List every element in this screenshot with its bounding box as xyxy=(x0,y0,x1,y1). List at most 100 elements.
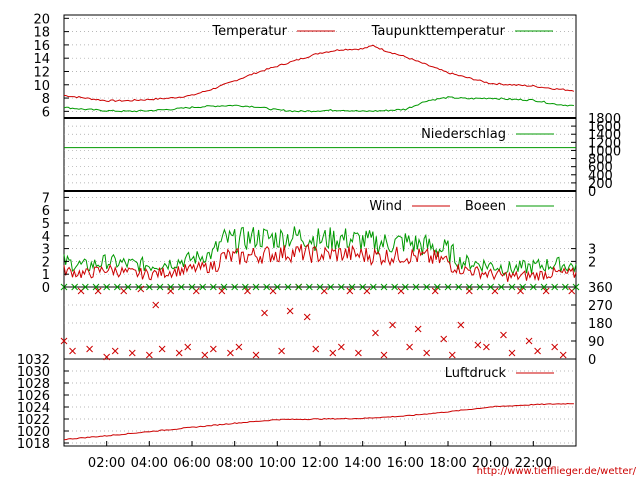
pressure-y-tick-label: 1030 xyxy=(17,365,50,380)
series-point-1-wind-direction xyxy=(103,283,111,291)
series-point-0-wind-direction xyxy=(414,325,422,333)
series-point-0-wind-direction xyxy=(380,351,388,359)
source-url: http://www.tiefflieger.de/wetter/ xyxy=(477,466,637,477)
series-point-0-wind-direction xyxy=(389,321,396,329)
x-tick-label: 06:00 xyxy=(173,456,210,471)
x-tick-label: 08:00 xyxy=(216,456,253,471)
series-point-0-wind-direction xyxy=(483,343,490,351)
wind-y-tick-label: 0 xyxy=(42,281,50,296)
series-point-0-wind-direction xyxy=(312,345,320,353)
series-point-1-wind-direction xyxy=(359,283,367,291)
pressure-y-tick-label: 1026 xyxy=(17,389,50,404)
chart-frames xyxy=(63,14,577,447)
series-point-0-wind-direction xyxy=(209,345,217,353)
series-point-0-wind-direction xyxy=(500,331,507,339)
series-point-1-wind-direction xyxy=(231,283,239,291)
series-point-1-wind-direction xyxy=(177,283,185,291)
series-point-1-wind-direction xyxy=(295,283,303,291)
series-point-0-wind-direction xyxy=(184,343,192,351)
series-point-0-wind-direction xyxy=(517,287,524,295)
chart-series xyxy=(60,44,580,441)
series-point-1-wind-direction xyxy=(156,283,164,291)
precipitation-y2-tick-label: 1800 xyxy=(588,112,621,127)
series-point-1-wind-direction xyxy=(529,283,537,291)
temperature-y-tick-label: 18 xyxy=(33,26,50,41)
series-point-1-wind-direction xyxy=(316,283,324,291)
series-point-0-wind-direction xyxy=(261,309,268,317)
series-point-0-wind-direction xyxy=(440,335,448,343)
wind-y-tick-label: 1 xyxy=(42,268,50,283)
series-point-1-wind-direction xyxy=(167,283,175,291)
wind_direction-y2-tick-label: 0 xyxy=(588,353,596,368)
series-point-1-wind-direction xyxy=(252,283,260,291)
wind-y-tick-label: 4 xyxy=(42,230,50,245)
series-line-1-wind xyxy=(63,226,577,276)
wind_direction-y2-tick-label: 90 xyxy=(588,335,605,350)
legend-temperature-label: Temperatur xyxy=(211,24,287,39)
series-point-0-wind-direction xyxy=(69,347,76,355)
series-point-0-wind-direction xyxy=(457,321,465,329)
precipitation-y2-tick-label: 600 xyxy=(588,161,613,176)
series-line-pressure xyxy=(64,402,574,441)
series-point-1-wind-direction xyxy=(327,283,335,291)
series-point-0-wind-direction xyxy=(158,345,166,353)
series-point-1-wind-direction xyxy=(423,283,431,291)
series-point-1-wind-direction xyxy=(284,283,292,291)
series-point-1-wind-direction xyxy=(92,283,100,291)
chart-legends: Temperatur Taupunkttemperatur Niederschlag… xyxy=(211,24,554,381)
series-point-0-wind-direction xyxy=(86,345,93,353)
series-point-0-wind-direction xyxy=(145,351,153,359)
series-point-0-wind-direction xyxy=(355,349,362,357)
series-point-1-wind-direction xyxy=(145,283,153,291)
series-point-1-wind-direction xyxy=(465,283,473,291)
series-point-1-wind-direction xyxy=(348,283,356,291)
pressure-y-tick-label: 1018 xyxy=(17,437,50,452)
legend-gusts-label: Boeen xyxy=(465,199,506,214)
series-point-1-wind-direction xyxy=(455,283,463,291)
series-point-0-wind-direction xyxy=(111,347,119,355)
series-point-1-wind-direction xyxy=(497,283,505,291)
precipitation-y2-tick-label: 1400 xyxy=(588,128,621,143)
pressure-y-tick-label: 1022 xyxy=(17,413,50,428)
x-tick-label: 22:00 xyxy=(515,456,552,471)
series-point-0-wind-direction xyxy=(152,301,160,309)
series-point-0-wind-direction xyxy=(286,307,294,315)
wind-y2-tick-label: 2 xyxy=(588,255,596,270)
wind_direction-y2-tick-label: 360 xyxy=(588,281,613,296)
series-point-0-wind-direction xyxy=(372,329,379,337)
series-point-1-wind-direction xyxy=(113,283,121,291)
series-point-0-wind-direction xyxy=(346,287,354,295)
wind-y-tick-label: 7 xyxy=(42,191,50,206)
x-tick-label: 12:00 xyxy=(301,456,338,471)
series-line-0-temperature xyxy=(63,44,575,103)
series-point-1-wind-direction xyxy=(273,283,281,291)
precipitation-y2-tick-label: 1200 xyxy=(588,136,621,151)
series-point-0-wind-direction xyxy=(235,343,243,351)
series-point-1-wind-direction xyxy=(220,283,228,291)
legend-pressure-label: Luftdruck xyxy=(445,366,507,381)
temperature-y-tick-label: 20 xyxy=(33,12,50,27)
series-point-0-wind-direction xyxy=(128,349,136,357)
series-point-0-wind-direction xyxy=(278,347,285,355)
series-point-0-wind-direction xyxy=(406,343,413,351)
x-tick-label: 04:00 xyxy=(131,456,168,471)
wind-y-tick-label: 3 xyxy=(42,243,50,258)
series-point-1-wind-direction xyxy=(71,283,79,291)
precipitation-y2-tick-label: 1000 xyxy=(588,144,621,159)
x-tick-label: 16:00 xyxy=(387,456,424,471)
legend-wind-label: Wind xyxy=(369,199,402,214)
temperature-y-tick-label: 6 xyxy=(42,105,50,120)
series-point-1-wind-direction xyxy=(508,283,516,291)
wind_direction-y2-tick-label: 270 xyxy=(588,299,613,314)
series-point-1-wind-direction xyxy=(412,283,420,291)
temperature-y-tick-label: 12 xyxy=(33,65,50,80)
series-point-0-wind-direction xyxy=(423,349,431,357)
series-point-0-wind-direction xyxy=(103,353,111,361)
series-point-1-wind-direction xyxy=(487,283,495,291)
series-point-0-wind-direction xyxy=(337,343,345,351)
plot-frame xyxy=(63,14,577,447)
series-line-0-wind xyxy=(63,243,577,282)
x-tick-label: 14:00 xyxy=(344,456,381,471)
series-point-1-wind-direction xyxy=(433,283,441,291)
